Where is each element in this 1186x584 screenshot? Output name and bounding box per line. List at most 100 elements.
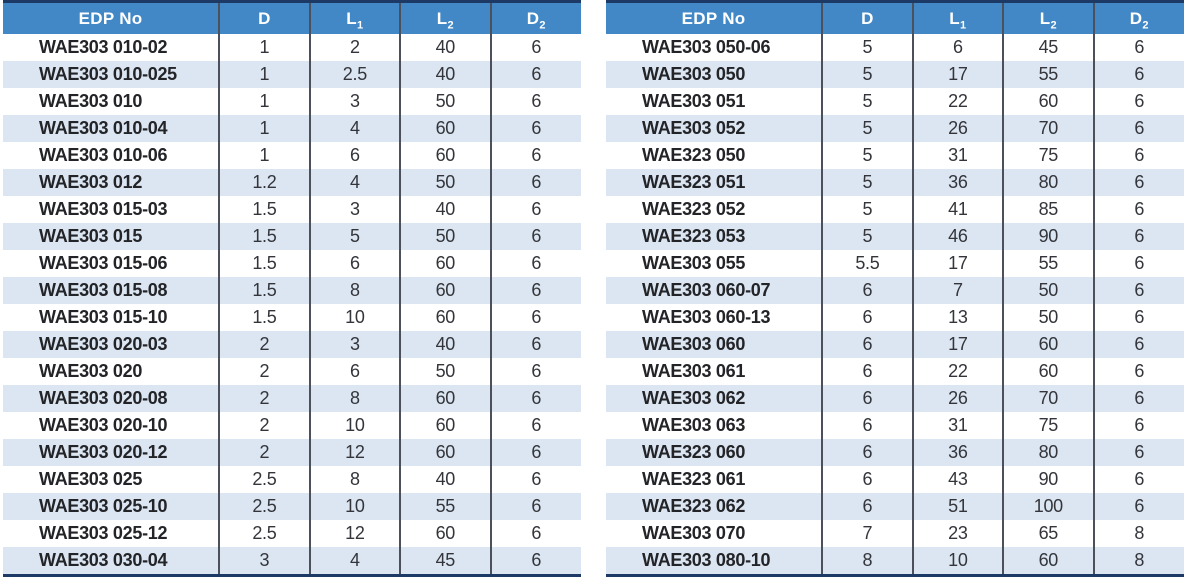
value-cell: 6 [489, 331, 581, 358]
table-row: WAE303 015-06 1.5 6 60 6 [3, 250, 581, 277]
value-cell: 5.5 [821, 250, 913, 277]
value-cell: 60 [399, 142, 491, 169]
value-cell: 2.5 [218, 493, 310, 520]
column-header-d2: D2 [1092, 1, 1184, 34]
edp-no-cell: WAE303 060-07 [642, 280, 771, 300]
value-cell: 6 [1092, 331, 1184, 358]
value-cell: 55 [1002, 61, 1094, 88]
edp-no-cell: WAE303 070 [642, 523, 746, 543]
value-cell: 2.5 [218, 466, 310, 493]
value-cell: 50 [399, 169, 491, 196]
value-cell: 7 [821, 520, 913, 547]
value-cell: 13 [911, 304, 1004, 331]
table-body: WAE303 050-06 5 6 45 6 WAE303 050 5 17 55 6 WAE303… [606, 34, 1184, 576]
edp-no-cell: WAE303 050 [642, 64, 746, 84]
table-row: WAE323 062 6 51 100 6 [606, 493, 1184, 520]
column-header-d: D [218, 1, 310, 34]
value-cell: 51 [911, 493, 1004, 520]
value-cell: 6 [1092, 196, 1184, 223]
edp-no-cell: WAE303 020 [39, 361, 143, 381]
value-cell: 6 [489, 304, 581, 331]
value-cell: 8 [308, 277, 401, 304]
value-cell: 85 [1002, 196, 1094, 223]
edp-no-cell: WAE303 025 [39, 469, 143, 489]
value-cell: 4 [308, 547, 401, 576]
header-row: EDP No D L1 L2 D2 [3, 1, 581, 34]
table-header: EDP No D L1 L2 D2 [3, 1, 581, 34]
value-cell: 70 [1002, 115, 1094, 142]
table-row: WAE303 050-06 5 6 45 6 [606, 34, 1184, 61]
value-cell: 40 [399, 34, 491, 61]
table-row: WAE303 012 1.2 4 50 6 [3, 169, 581, 196]
value-cell: 31 [911, 412, 1004, 439]
value-cell: 10 [308, 304, 401, 331]
value-cell: 40 [399, 331, 491, 358]
value-cell: 50 [1002, 304, 1094, 331]
value-cell: 6 [821, 385, 913, 412]
table-body: WAE303 010-02 1 2 40 6 WAE303 010-025 1 2.5 40 6 W… [3, 34, 581, 576]
value-cell: 1.5 [218, 196, 310, 223]
value-cell: 26 [911, 385, 1004, 412]
edp-no-cell: WAE303 015-08 [39, 280, 168, 300]
edp-no-cell: WAE303 015 [39, 226, 143, 246]
edp-no-cell: WAE303 012 [39, 172, 143, 192]
column-header-d: D [821, 1, 913, 34]
table-row: WAE303 015-03 1.5 3 40 6 [3, 196, 581, 223]
value-cell: 5 [821, 142, 913, 169]
value-cell: 31 [911, 142, 1004, 169]
value-cell: 3 [308, 88, 401, 115]
value-cell: 10 [911, 547, 1004, 576]
table-row: WAE303 015-10 1.5 10 60 6 [3, 304, 581, 331]
value-cell: 40 [399, 466, 491, 493]
table-row: WAE303 010-06 1 6 60 6 [3, 142, 581, 169]
edp-no-cell: WAE303 025-10 [39, 496, 168, 516]
value-cell: 6 [1092, 439, 1184, 466]
value-cell: 8 [308, 466, 401, 493]
value-cell: 8 [1092, 520, 1184, 547]
value-cell: 43 [911, 466, 1004, 493]
value-cell: 6 [1092, 169, 1184, 196]
value-cell: 6 [489, 61, 581, 88]
value-cell: 6 [489, 88, 581, 115]
edp-no-cell: WAE303 020-03 [39, 334, 168, 354]
table-row: WAE303 015-08 1.5 8 60 6 [3, 277, 581, 304]
value-cell: 90 [1002, 466, 1094, 493]
table-row: WAE303 020 2 6 50 6 [3, 358, 581, 385]
value-cell: 60 [399, 439, 491, 466]
value-cell: 1.5 [218, 250, 310, 277]
table-row: WAE303 063 6 31 75 6 [606, 412, 1184, 439]
value-cell: 6 [1092, 412, 1184, 439]
edp-no-cell: WAE303 015-06 [39, 253, 168, 273]
edp-no-cell: WAE303 010 [39, 91, 143, 111]
table-row: WAE303 050 5 17 55 6 [606, 61, 1184, 88]
value-cell: 3 [308, 196, 401, 223]
table-row: WAE303 062 6 26 70 6 [606, 385, 1184, 412]
edp-no-cell: WAE303 052 [642, 118, 746, 138]
value-cell: 75 [1002, 412, 1094, 439]
value-cell: 6 [489, 142, 581, 169]
table-row: WAE303 020-03 2 3 40 6 [3, 331, 581, 358]
value-cell: 6 [308, 142, 401, 169]
value-cell: 5 [821, 34, 913, 61]
value-cell: 8 [821, 547, 913, 576]
edp-no-cell: WAE323 052 [642, 199, 746, 219]
table-row: WAE303 060-07 6 7 50 6 [606, 277, 1184, 304]
value-cell: 60 [399, 304, 491, 331]
edp-no-cell: WAE303 015-10 [39, 307, 168, 327]
table-row: WAE303 051 5 22 60 6 [606, 88, 1184, 115]
edp-no-cell: WAE303 063 [642, 415, 746, 435]
table-row: WAE303 010 1 3 50 6 [3, 88, 581, 115]
value-cell: 22 [911, 88, 1004, 115]
column-header-edp-no: EDP No [3, 1, 220, 34]
value-cell: 2 [218, 358, 310, 385]
value-cell: 6 [821, 493, 913, 520]
edp-no-cell: WAE323 060 [642, 442, 746, 462]
value-cell: 12 [308, 520, 401, 547]
value-cell: 8 [308, 385, 401, 412]
value-cell: 75 [1002, 142, 1094, 169]
value-cell: 6 [1092, 34, 1184, 61]
edp-no-cell: WAE303 010-04 [39, 118, 168, 138]
value-cell: 6 [489, 196, 581, 223]
value-cell: 6 [1092, 223, 1184, 250]
edp-no-cell: WAE303 050-06 [642, 37, 771, 57]
